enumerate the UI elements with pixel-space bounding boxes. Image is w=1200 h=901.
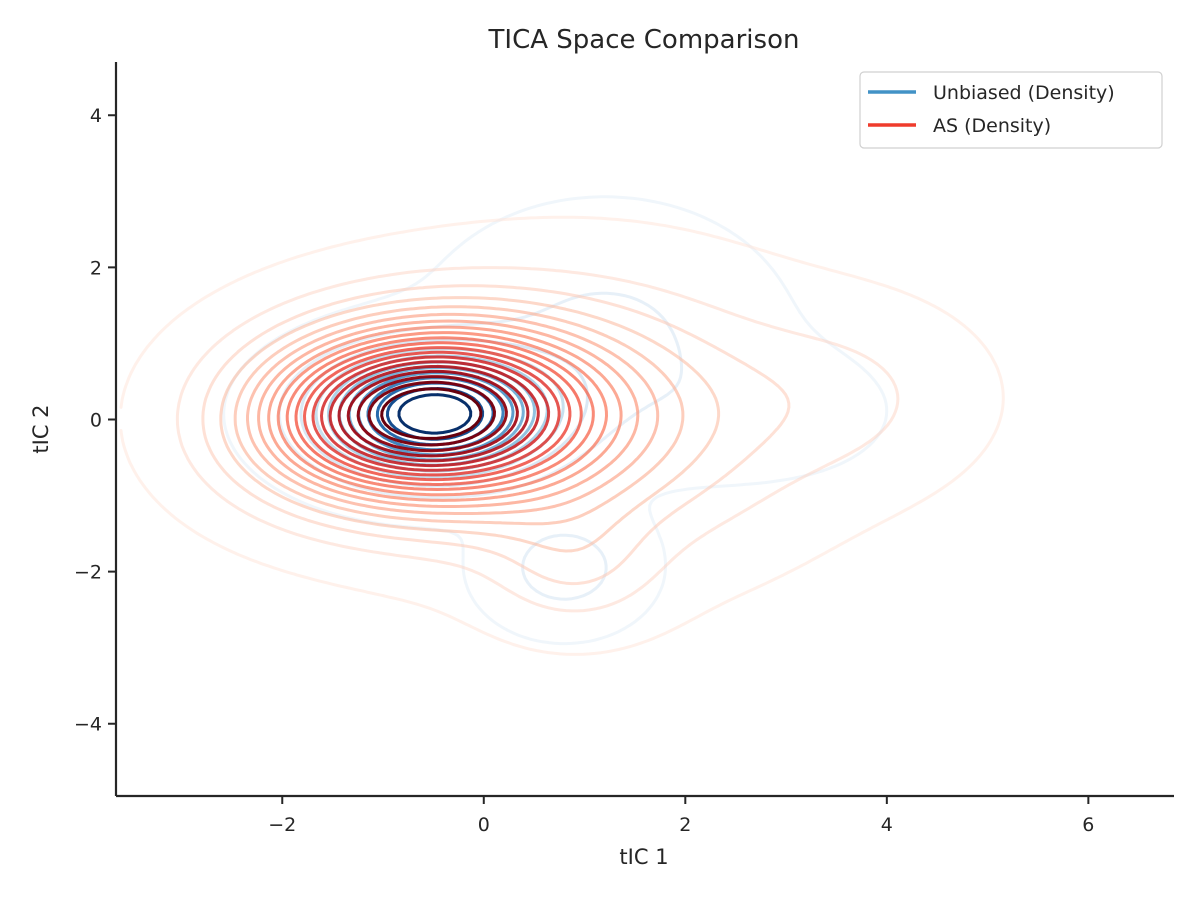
- as-contour-level-12: [303, 346, 572, 482]
- density-contours: [119, 195, 1005, 656]
- x-tick-label: 6: [1082, 814, 1094, 836]
- y-tick-label: 4: [90, 105, 102, 127]
- as-contour-level-14: [320, 355, 551, 472]
- as-contour-level-1: [119, 215, 1005, 656]
- unbiased-contour-level-12: [397, 393, 473, 435]
- y-tick-label: −2: [74, 562, 102, 584]
- y-tick-label: 0: [90, 409, 102, 431]
- as-contour-level-6: [246, 312, 660, 515]
- as-contour-level-5: [233, 305, 685, 526]
- as-contour-level-19: [367, 380, 496, 447]
- as-contour-level-8: [267, 325, 623, 502]
- x-tick-label: −2: [268, 814, 296, 836]
- as-contour-level-10: [285, 336, 595, 491]
- as-contour-level-13: [311, 350, 561, 477]
- legend-box: [859, 71, 1163, 149]
- legend-label-as: AS (Density): [933, 115, 1051, 137]
- as-contour-level-4: [219, 296, 721, 553]
- as-contour-level-9: [276, 331, 608, 497]
- x-axis-ticks: −2 0 2 4 6: [268, 796, 1094, 836]
- chart-title: TICA Space Comparison: [488, 25, 800, 55]
- y-axis-ticks: −4 −2 0 2 4: [74, 105, 116, 736]
- as-contour-level-20: [380, 387, 483, 440]
- as-contour-level-17: [346, 369, 519, 458]
- x-tick-label: 0: [478, 814, 490, 836]
- as-contour-level-2: [175, 266, 900, 613]
- as-contour-level-7: [257, 319, 640, 508]
- as-contour-level-11: [294, 341, 583, 486]
- plot-area: [119, 195, 1005, 656]
- as-contour-level-18: [356, 375, 508, 453]
- y-tick-label: −4: [74, 714, 102, 736]
- x-tick-label: 2: [679, 814, 691, 836]
- y-axis-label: tIC 2: [29, 404, 53, 453]
- x-tick-label: 4: [881, 814, 893, 836]
- as-contour-level-3: [201, 284, 791, 586]
- x-axis-label: tIC 1: [619, 845, 668, 869]
- y-tick-label: 2: [90, 257, 102, 279]
- as-contour-level-15: [328, 360, 540, 468]
- legend: Unbiased (Density) AS (Density): [859, 71, 1163, 149]
- legend-label-unbiased: Unbiased (Density): [933, 82, 1115, 104]
- as-contour-level-16: [337, 364, 530, 463]
- as-density-contours: [119, 215, 1005, 656]
